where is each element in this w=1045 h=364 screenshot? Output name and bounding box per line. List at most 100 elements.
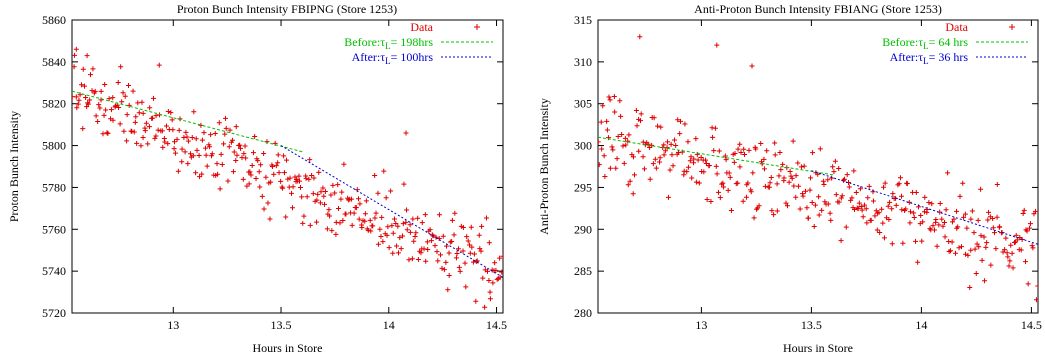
- chart0-data-point: [445, 287, 451, 293]
- chart0-data-point: [146, 124, 152, 130]
- chart0-data-point: [359, 224, 365, 230]
- chart0-data-point: [165, 109, 171, 115]
- chart1-data-point: [913, 238, 919, 244]
- chart1-data-point: [994, 182, 1000, 188]
- chart1-data-point: [951, 216, 957, 222]
- chart1-data-point: [703, 157, 709, 163]
- chart0-data-point: [80, 126, 86, 132]
- chart1-data-point: [885, 203, 891, 209]
- chart1-data-point: [971, 230, 977, 236]
- chart1-legend-label: Before:τL= 64 hrs: [882, 35, 968, 51]
- chart0-data-point: [88, 72, 94, 78]
- chart0-data-point: [372, 172, 378, 178]
- chart1-data-point: [778, 167, 784, 173]
- chart1-data-point: [601, 153, 607, 159]
- chart0-data-point: [303, 175, 309, 181]
- chart0-legend-marker: [474, 24, 480, 30]
- chart1-data-point: [798, 164, 804, 170]
- chart0-data-point: [457, 268, 463, 274]
- chart1-data-point: [741, 146, 747, 152]
- chart0-data-point: [330, 182, 336, 188]
- chart1-data-point: [721, 184, 727, 190]
- chart1-data-point: [976, 244, 982, 250]
- chart1-data-point: [725, 187, 731, 193]
- chart1-plot-frame: [597, 19, 1039, 314]
- chart0-data-point: [290, 205, 296, 211]
- chart1-data-point: [836, 199, 842, 205]
- chart1-xtick-label: 14.5: [1021, 318, 1042, 332]
- chart1-data-point: [978, 233, 984, 239]
- chart0-data-point: [421, 246, 427, 252]
- chart1-ytick-label: 300: [574, 139, 592, 153]
- chart1-data-point: [1027, 221, 1033, 227]
- chart0-data-point: [250, 150, 256, 156]
- chart1-data-point: [952, 250, 958, 256]
- chart1-data-point: [713, 163, 719, 169]
- chart1-data-point: [764, 148, 770, 154]
- chart0-data-point: [384, 232, 390, 238]
- chart1-data-point: [820, 178, 826, 184]
- chart1-data-point: [994, 214, 1000, 220]
- chart0-data-point: [370, 223, 376, 229]
- chart0-data-point: [160, 144, 166, 150]
- chart0-data-point: [280, 185, 286, 191]
- chart1-data-point: [918, 213, 924, 219]
- chart1-data-point: [1035, 283, 1038, 289]
- chart1-data-point: [619, 131, 625, 137]
- chart1-data-point: [737, 141, 743, 147]
- chart1-data-point: [630, 191, 636, 197]
- chart1-data-point: [831, 169, 837, 175]
- chart1-data-point: [903, 206, 909, 212]
- chart0-data-point: [208, 132, 214, 138]
- chart0-data-point: [397, 235, 403, 241]
- chart0-data-point: [390, 230, 396, 236]
- chart0-data-point: [446, 250, 452, 256]
- chart0-data-point: [138, 143, 144, 149]
- chart0-data-point: [98, 88, 104, 94]
- chart0-data-point: [271, 171, 277, 177]
- chart1-data-point: [853, 190, 859, 196]
- chart1-data-point: [849, 195, 855, 201]
- chart1-data-point: [756, 203, 762, 209]
- chart1-data-point: [607, 97, 613, 103]
- chart0-data-point: [259, 193, 265, 199]
- chart0-data-point: [265, 200, 271, 206]
- chart0-data-point: [171, 146, 177, 152]
- chart0-data-point: [261, 150, 267, 156]
- chart1-data-point: [602, 173, 608, 179]
- chart1-data-point: [882, 180, 888, 186]
- chart0-data-point: [90, 66, 96, 72]
- chart1-legend-label: Data: [945, 20, 968, 34]
- chart1-data-point: [808, 175, 814, 181]
- chart1-data-point: [673, 143, 679, 149]
- chart1-data-point: [931, 227, 937, 233]
- chart1-data-point: [868, 217, 874, 223]
- chart1-data-point: [915, 259, 921, 265]
- chart1-data-point: [634, 123, 640, 129]
- chart0-data-point: [134, 140, 140, 146]
- chart1-data-point: [714, 42, 720, 48]
- chart0-data-point: [340, 218, 346, 224]
- chart0-data-point: [203, 145, 209, 151]
- chart0-ytick-label: 5820: [42, 97, 66, 111]
- chart0-data-point: [400, 221, 406, 227]
- chart0-xtick-label: 14: [383, 318, 395, 332]
- chart0-data-point: [120, 90, 126, 96]
- chart0-data-series: [72, 46, 503, 310]
- chart1-data-point: [893, 202, 899, 208]
- chart0-data-point: [304, 194, 310, 200]
- chart0-data-point: [189, 134, 195, 140]
- chart0-data-point: [124, 138, 130, 144]
- chart0-data-point: [463, 284, 469, 290]
- chart0-data-point: [76, 97, 82, 103]
- chart1-data-point: [854, 205, 860, 211]
- chart0-data-point: [441, 267, 447, 273]
- chart1-data-point: [1025, 281, 1031, 287]
- chart0-data-point: [456, 264, 462, 270]
- chart1-data-point: [684, 169, 690, 175]
- chart0-xtick-label: 14.5: [486, 318, 507, 332]
- chart0-data-point: [288, 190, 294, 196]
- chart0-data-point: [227, 127, 233, 133]
- chart0-data-point: [191, 109, 197, 115]
